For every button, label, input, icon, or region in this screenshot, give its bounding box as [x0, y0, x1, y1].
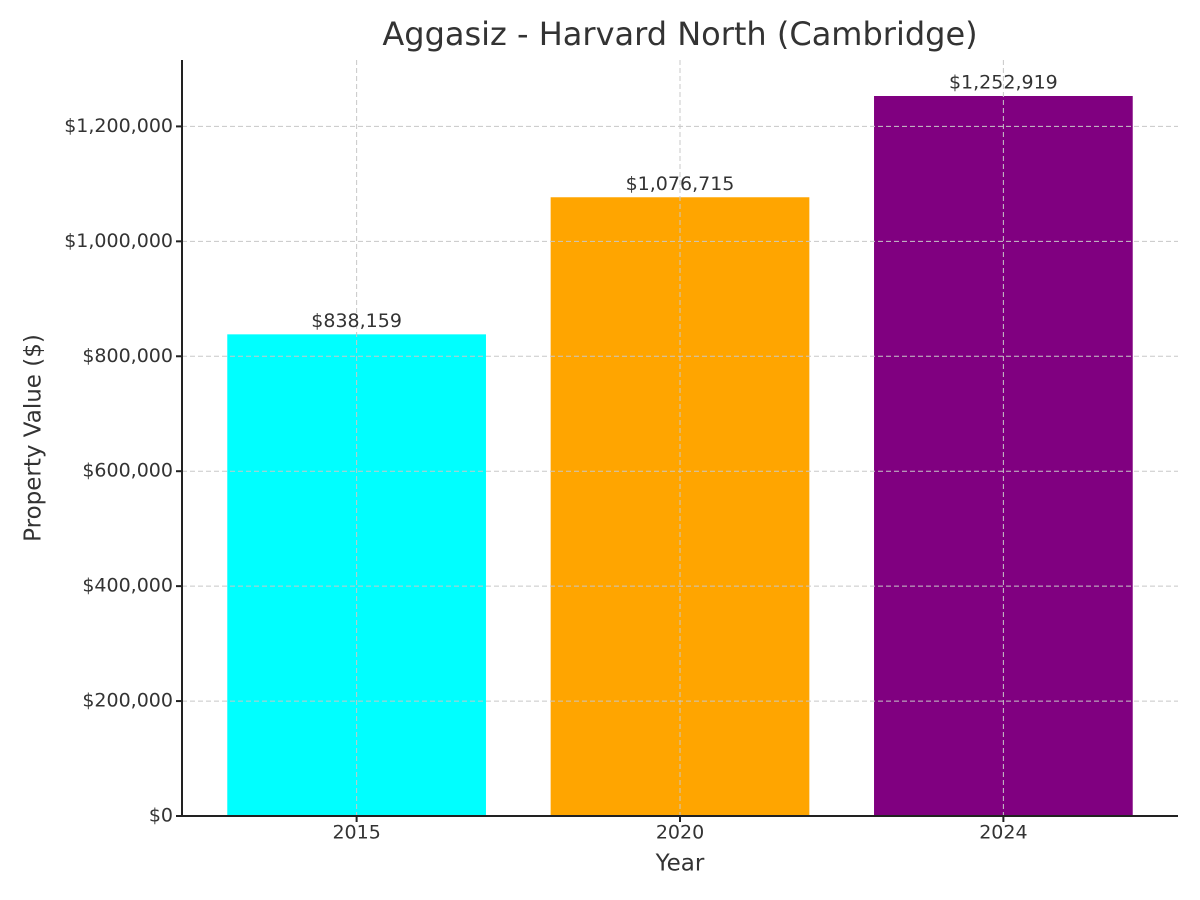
chart-title: Aggasiz - Harvard North (Cambridge) [382, 15, 977, 53]
value-label: $838,159 [311, 310, 402, 332]
x-tick-label: 2015 [332, 822, 380, 844]
y-tick-label: $400,000 [82, 575, 173, 597]
y-tick-label: $0 [149, 805, 173, 827]
y-tick-label: $1,000,000 [64, 230, 173, 252]
y-tick-label: $600,000 [82, 460, 173, 482]
y-tick-label: $1,200,000 [64, 115, 173, 137]
x-tick-label: 2024 [979, 822, 1027, 844]
value-label: $1,076,715 [626, 173, 735, 195]
bar [550, 197, 810, 816]
y-tick-label: $800,000 [82, 345, 173, 367]
y-tick-label: $200,000 [82, 690, 173, 712]
y-axis-label: Property Value ($) [21, 334, 47, 542]
x-tick-label: 2020 [656, 822, 704, 844]
value-label: $1,252,919 [949, 72, 1058, 94]
x-axis-label: Year [655, 851, 705, 877]
